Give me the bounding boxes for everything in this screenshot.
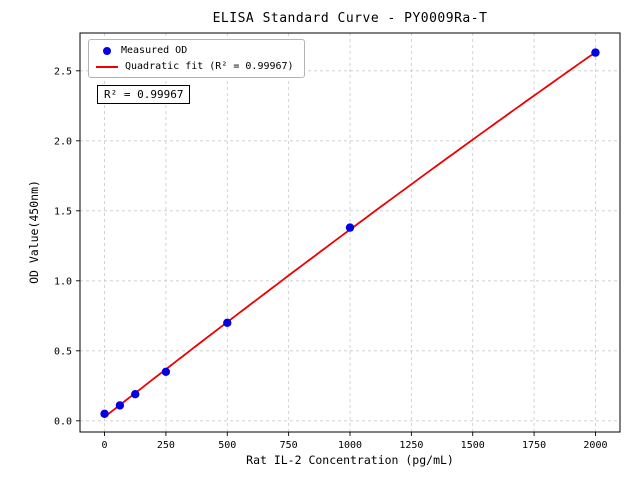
data-point [115,401,125,410]
x-tick-label: 500 [218,440,236,451]
y-axis-label: OD Value(450nm) [27,180,41,284]
r-squared-annotation: R² = 0.99967 [97,85,191,104]
dot-marker-icon [103,46,111,55]
legend-label-quadratic-fit: Quadratic fit (R² = 0.99967) [125,61,294,72]
legend-item-quadratic-fit: Quadratic fit (R² = 0.99967) [95,61,294,72]
legend-item-measured-od: Measured OD [95,45,294,56]
y-tick-label: 0.0 [54,416,72,427]
x-tick-label: 250 [157,440,175,451]
data-point [100,409,109,418]
x-tick-label: 2000 [583,440,607,451]
y-tick-label: 2.5 [54,66,72,77]
data-point [161,367,171,376]
y-tick-label: 1.5 [54,206,72,217]
x-tick-label: 1000 [338,440,362,451]
y-tick-label: 1.0 [54,276,72,287]
chart-title: ELISA Standard Curve - PY0009Ra-T [212,11,488,26]
data-point [223,318,232,327]
line-marker-icon [96,65,118,68]
y-tick-label: 0.5 [54,346,72,357]
data-point [131,390,140,399]
x-tick-label: 750 [280,440,298,451]
x-axis-label: Rat IL-2 Concentration (pg/mL) [246,453,454,467]
data-point [345,223,355,232]
plot-border [79,32,621,433]
legend-label-measured-od: Measured OD [121,45,188,56]
y-tick-label: 2.0 [54,136,72,147]
legend: Measured OD Quadratic fit (R² = 0.99967) [88,39,305,78]
x-tick-label: 1250 [399,440,423,451]
x-tick-label: 1750 [522,440,546,451]
x-tick-label: 0 [102,440,108,451]
data-point [591,48,600,57]
x-tick-label: 1500 [461,440,485,451]
